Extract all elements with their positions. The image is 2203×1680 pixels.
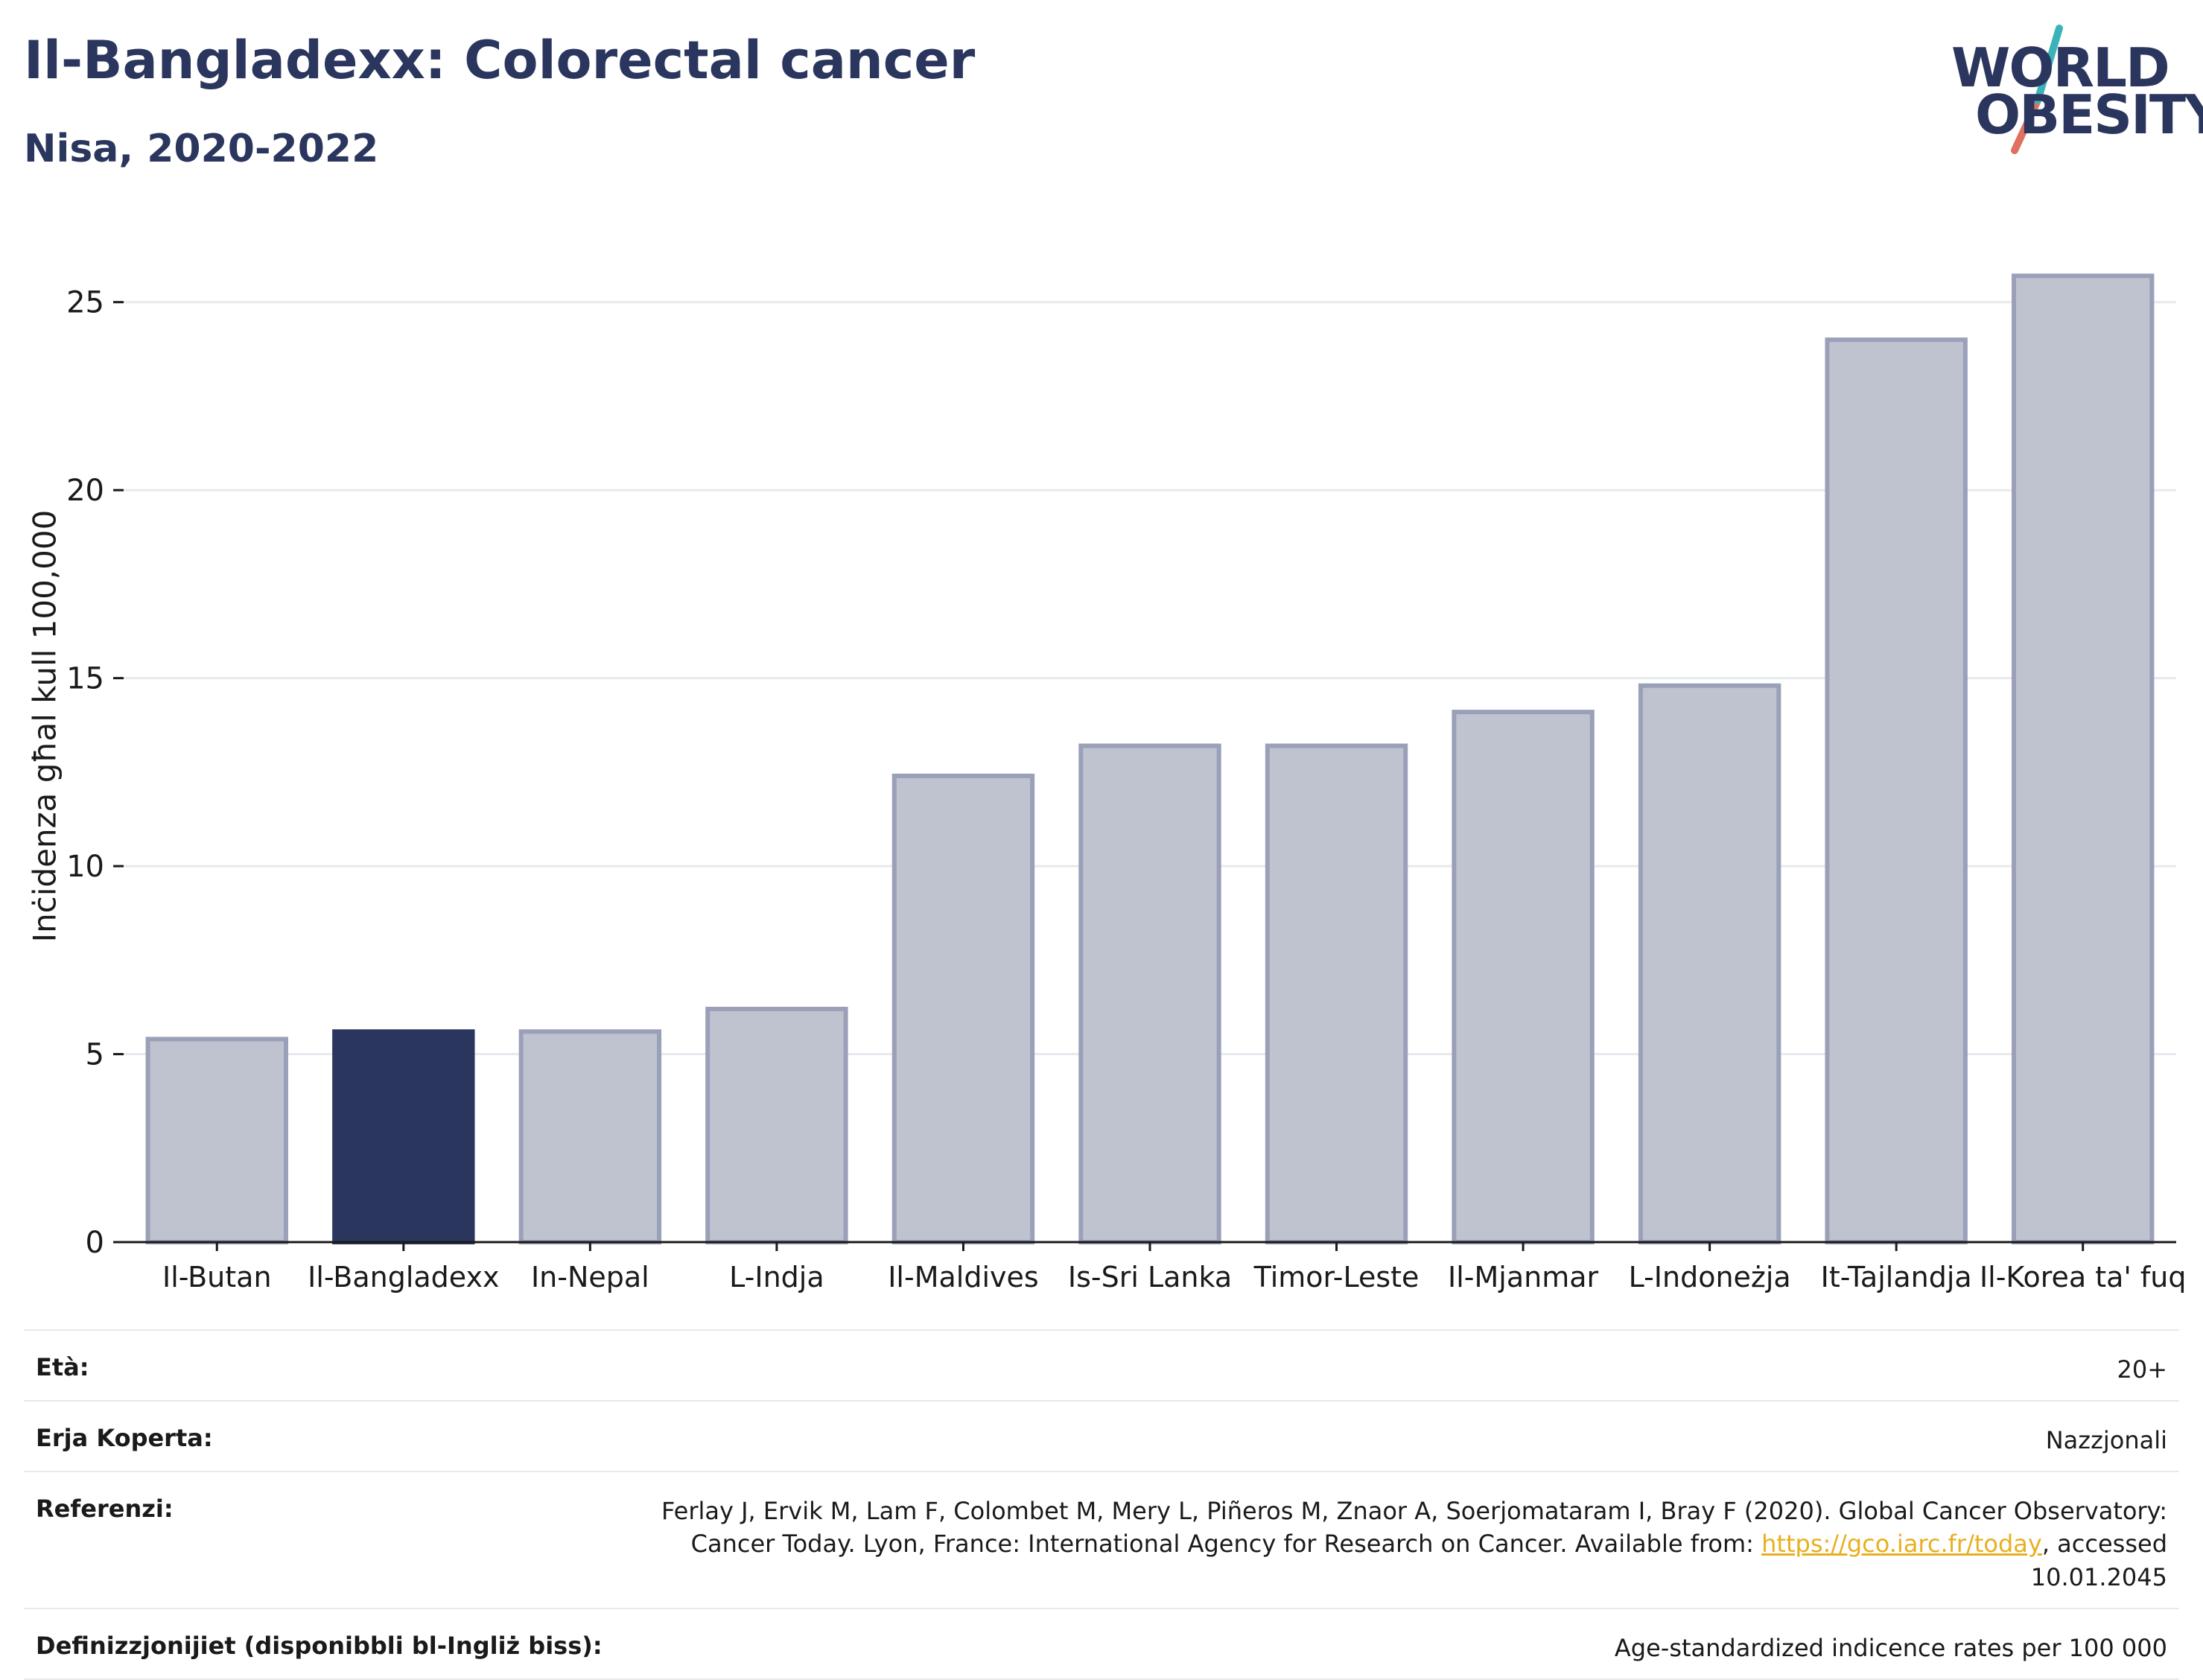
x-tick-label: Il-Maldives xyxy=(888,1261,1038,1294)
x-tick-label: It-Tajlandja xyxy=(1821,1261,1972,1294)
y-tick-label: 25 xyxy=(66,286,104,320)
info-row-definitions: Definizzjonijiet (disponibbli bl-Ingliż … xyxy=(24,1609,2179,1680)
chart-subtitle: Nisa, 2020-2022 xyxy=(24,127,379,171)
reference-text: Ferlay J, Ervik M, Lam F, Colombet M, Me… xyxy=(661,1496,2167,1559)
bar[interactable] xyxy=(332,1029,475,1244)
logo-word-world: WORLD xyxy=(1951,36,2170,99)
area-value: Nazzjonali xyxy=(2045,1425,2167,1454)
x-tick-label: Il-Korea ta' fuq xyxy=(1980,1261,2187,1294)
bar[interactable] xyxy=(1265,743,1408,1244)
bar[interactable] xyxy=(891,773,1035,1244)
age-value: 20+ xyxy=(2117,1355,2167,1384)
info-row-reference: Referenzi: Ferlay J, Ervik M, Lam F, Col… xyxy=(24,1472,2179,1609)
axes: 0 5 10 15 20 25 Il-Butan Il-Bangladexx In-Nepal L… xyxy=(66,286,2186,1294)
bar[interactable] xyxy=(518,1029,662,1244)
info-row-age: Età: 20+ xyxy=(24,1331,2179,1401)
chart-title: Il-Bangladexx: Colorectal cancer xyxy=(24,30,976,91)
y-tick-label: 5 xyxy=(86,1038,104,1072)
bar[interactable] xyxy=(1078,743,1221,1244)
y-tick-label: 15 xyxy=(66,662,104,696)
x-tick-label: Il-Butan xyxy=(162,1261,272,1294)
x-tick-label: L-Indja xyxy=(729,1261,824,1294)
logo-word-obesity: OBESITY xyxy=(1975,83,2203,146)
x-tick-label: Is-Sri Lanka xyxy=(1068,1261,1232,1294)
x-tick-label: In-Nepal xyxy=(531,1261,649,1294)
x-tick-label: Timor-Leste xyxy=(1253,1261,1420,1294)
y-tick-label: 20 xyxy=(66,474,104,508)
y-tick-label: 0 xyxy=(86,1226,104,1260)
bar[interactable] xyxy=(1638,683,1781,1244)
bar-chart: 0 5 10 15 20 25 Il-Butan Il-Bangladexx In-Nepal L… xyxy=(66,273,2187,1294)
area-label: Erja Koperta: xyxy=(36,1423,213,1452)
bar[interactable] xyxy=(705,1006,848,1244)
world-obesity-logo: WORLD OBESITY xyxy=(1936,22,2203,156)
x-tick-label: L-Indoneżja xyxy=(1629,1261,1791,1294)
bar[interactable] xyxy=(1825,337,1968,1244)
reference-link[interactable]: https://gco.iarc.fr/today xyxy=(1761,1530,2042,1559)
definitions-label: Definizzjonijiet (disponibbli bl-Ingliż … xyxy=(36,1631,603,1660)
reference-value: Ferlay J, Ervik M, Lam F, Colombet M, Me… xyxy=(588,1495,2167,1594)
reference-accessed: , accessed 10.01.2045 xyxy=(2030,1530,2167,1592)
definitions-value: Age-standardized indicence rates per 100… xyxy=(1614,1633,2167,1662)
x-tick-label: Il-Bangladexx xyxy=(308,1261,499,1294)
bars xyxy=(145,273,2155,1244)
bar[interactable] xyxy=(1452,710,1595,1244)
bar[interactable] xyxy=(2012,273,2155,1244)
reference-label: Referenzi: xyxy=(36,1494,174,1523)
info-row-area: Erja Koperta: Nazzjonali xyxy=(24,1401,2179,1472)
info-table: Età: 20+ Erja Koperta: Nazzjonali Refere… xyxy=(24,1329,2179,1680)
y-tick-label: 10 xyxy=(66,850,104,884)
logo-slash-icon xyxy=(2011,25,2063,154)
age-label: Età: xyxy=(36,1353,89,1381)
bar[interactable] xyxy=(145,1037,288,1244)
x-tick-label: Il-Mjanmar xyxy=(1448,1261,1598,1294)
